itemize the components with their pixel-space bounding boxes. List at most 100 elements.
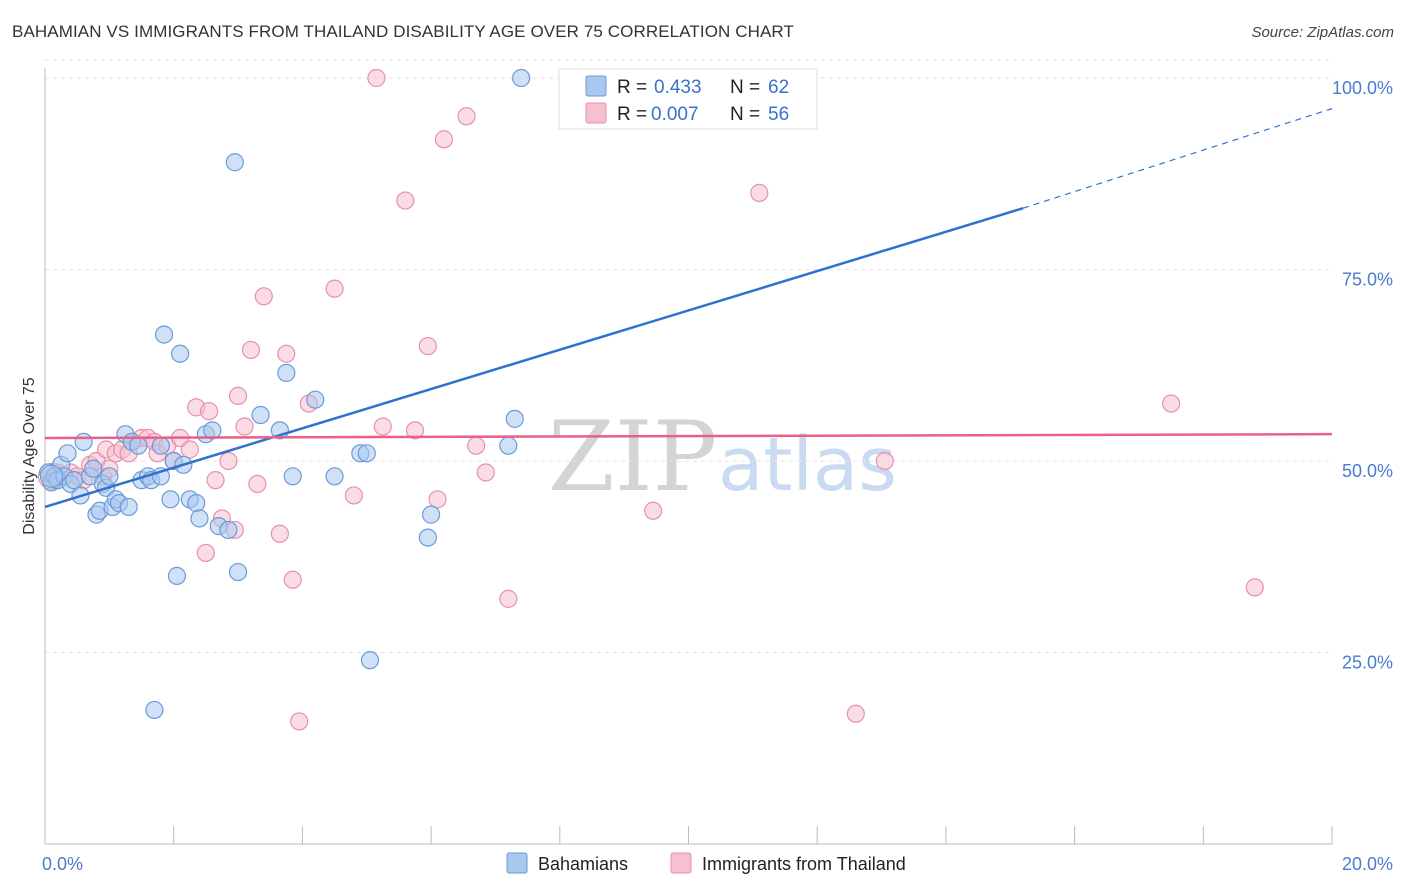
legend-swatch-bahamians <box>585 75 607 97</box>
thailand-point <box>457 107 476 126</box>
thailand-point <box>476 463 495 482</box>
bahamian-point <box>145 700 164 720</box>
y-tick-label: 100.0% <box>1332 78 1393 98</box>
y-tick-label: 75.0% <box>1342 269 1393 289</box>
legend-r-value-bahamians: 0.433 <box>654 77 702 98</box>
bahamian-point <box>283 467 302 486</box>
thailand-point <box>283 570 302 589</box>
thailand-point <box>206 471 225 490</box>
bottom-legend-swatch-thailand <box>670 852 692 874</box>
thailand-point <box>180 440 199 459</box>
bahamian-points <box>39 68 531 720</box>
bahamian-point <box>225 153 244 172</box>
bahamian-point <box>171 344 190 363</box>
bahamian-point <box>39 464 63 488</box>
thailand-point <box>1245 578 1264 597</box>
thailand-point <box>434 130 454 149</box>
bahamian-point <box>251 405 270 425</box>
y-tick-label: 50.0% <box>1342 461 1393 481</box>
bahamian-point <box>58 444 77 463</box>
bottom-legend-swatch-bahamians <box>506 852 528 874</box>
legend-box: R = 0.433 N = 62 R = 0.007 N = 56 <box>558 68 818 130</box>
thailand-trend-line <box>44 432 1333 440</box>
thailand-point <box>644 501 663 520</box>
bottom-legend: Bahamians Immigrants from Thailand <box>506 852 906 874</box>
bahamian-point <box>203 421 222 440</box>
bottom-legend-bahamians: Bahamians <box>538 854 628 874</box>
thailand-points <box>37 68 1264 731</box>
bahamian-point <box>119 497 138 517</box>
thailand-point <box>199 402 219 421</box>
bahamian-point <box>167 566 187 585</box>
thailand-point <box>235 417 254 436</box>
bahamian-point <box>357 444 376 463</box>
bahamian-point <box>325 467 344 486</box>
bahamian-trend-extension <box>1022 108 1333 209</box>
axes <box>44 68 1333 845</box>
thailand-point <box>467 436 486 455</box>
bahamian-point <box>190 509 209 528</box>
legend-swatch-thailand <box>585 102 607 124</box>
legend-r-value-thailand: 0.007 <box>651 104 699 125</box>
thailand-point <box>367 68 386 88</box>
bahamian-trend-line <box>44 207 1024 509</box>
thailand-point <box>428 490 447 509</box>
bahamian-point <box>360 651 380 670</box>
trend-lines <box>44 108 1333 509</box>
bahamian-point <box>277 363 296 382</box>
bahamian-point <box>306 390 325 409</box>
y-tick-labels: 25.0% 50.0% 75.0% 100.0% <box>1332 78 1393 673</box>
thailand-point <box>219 451 238 471</box>
bahamian-point <box>74 432 93 451</box>
bahamian-point <box>129 436 148 455</box>
thailand-point <box>241 340 261 360</box>
bahamian-point <box>422 505 441 524</box>
bahamian-point <box>505 409 524 428</box>
bahamian-point <box>228 562 248 582</box>
thailand-point <box>418 336 437 356</box>
bottom-legend-thailand: Immigrants from Thailand <box>702 854 906 874</box>
thailand-point <box>396 191 415 210</box>
thailand-point <box>750 183 769 202</box>
thailand-point <box>277 344 296 363</box>
bahamian-point <box>84 459 103 478</box>
thailand-point <box>228 386 248 405</box>
bahamian-point <box>64 471 84 490</box>
thailand-point <box>373 417 392 436</box>
legend-n-label-1: N = <box>730 77 760 98</box>
thailand-point <box>254 287 273 306</box>
thailand-point <box>875 451 894 471</box>
x-tick-labels: 0.0% 20.0% <box>42 854 1393 874</box>
legend-n-label-2: N = <box>730 104 760 125</box>
chart-title: BAHAMIAN VS IMMIGRANTS FROM THAILAND DIS… <box>12 22 794 41</box>
bahamian-point <box>512 68 531 88</box>
x-tick-label: 20.0% <box>1342 854 1393 874</box>
thailand-point <box>196 543 215 563</box>
thailand-point <box>1162 394 1181 413</box>
bahamian-point <box>154 325 174 344</box>
y-tick-label: 25.0% <box>1342 652 1393 672</box>
watermark-zip: ZIP <box>548 401 717 513</box>
thailand-point <box>344 486 363 505</box>
source-label: Source: ZipAtlas.com <box>1251 24 1394 41</box>
bahamian-point <box>499 436 518 455</box>
thailand-point <box>499 589 518 608</box>
bahamian-point <box>100 467 119 486</box>
thailand-point <box>290 712 309 731</box>
legend-n-value-thailand: 56 <box>768 104 789 125</box>
x-tick-label: 0.0% <box>42 854 83 874</box>
bahamian-point <box>219 520 238 540</box>
legend-n-value-bahamians: 62 <box>768 77 789 98</box>
legend-r-label-1: R = <box>617 77 647 98</box>
bahamian-point <box>161 490 180 509</box>
thailand-point <box>846 704 865 723</box>
legend-r-label-2: R = <box>617 104 647 125</box>
thailand-point <box>325 279 344 298</box>
thailand-point <box>270 524 289 543</box>
y-axis-label: Disability Age Over 75 <box>21 377 38 535</box>
thailand-point <box>405 421 425 440</box>
bahamian-point <box>187 494 206 513</box>
bahamian-point <box>151 436 170 455</box>
bahamian-point <box>418 528 437 547</box>
